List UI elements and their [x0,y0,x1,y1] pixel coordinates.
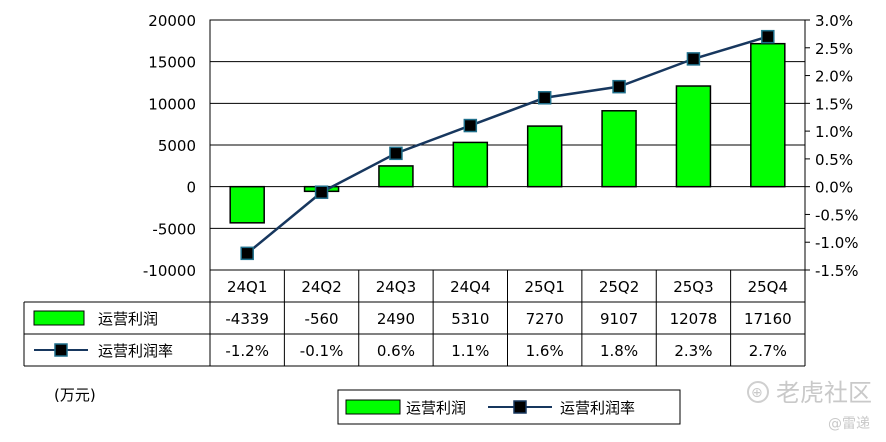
table-cell: 2.7% [749,342,787,360]
legend-line-marker [513,400,527,414]
category-label: 24Q2 [301,278,341,296]
bars [229,42,786,224]
margin-point-24Q1 [240,246,254,261]
table-cell: 17160 [744,310,792,328]
table-cell: 7270 [526,310,564,328]
margin-point-25Q1 [537,91,552,105]
left-axis: 20000 15000 10000 5000 0 -5000 -10000 [143,12,196,280]
right-axis: 3.0% 2.5% 2.0% 1.5% 1.0% 0.5% 0.0% -0.5% -1.0% -1… [805,12,859,280]
right-tick-label: -1.5% [815,262,859,280]
left-axis-unit: (万元) [54,386,96,404]
category-label: 25Q2 [599,278,639,296]
right-tick-label: 0.5% [815,151,853,169]
table-cell: 5310 [451,310,489,328]
table-cell: 1.1% [451,342,489,360]
left-tick-label: -5000 [152,220,196,238]
right-tick-label: 1.0% [815,123,853,141]
legend-bar-label: 运营利润 [406,399,466,417]
bar-24Q1 [229,185,265,224]
right-tick-label: 1.5% [815,95,853,113]
left-tick-label: 0 [186,179,196,197]
bar-25Q3 [675,85,712,188]
table-cell: 9107 [600,310,638,328]
table-cell: -1.2% [225,342,269,360]
watermark-text: 老虎社区 [776,379,872,407]
table-cell: 0.6% [377,342,415,360]
watermark-logo-icon [747,381,769,403]
bar-25Q4 [750,42,786,188]
left-tick-label: -10000 [143,262,196,280]
watermark: ⊕ 老虎社区 @雷递 [747,379,872,432]
table-cell: 1.8% [600,342,638,360]
table-cell: -4339 [225,310,269,328]
legend-line-label: 运营利润率 [560,399,635,417]
gridlines [210,19,805,271]
category-label: 25Q3 [673,278,713,296]
margin-line [246,35,769,255]
line-series [240,29,775,261]
left-tick-label: 15000 [148,54,196,72]
category-label: 25Q1 [524,278,564,296]
margin-point-25Q2 [612,79,626,94]
legend: 运营利润 运营利润率 [337,389,681,425]
legend-bar-swatch [345,399,401,415]
bar-25Q1 [526,125,563,188]
right-tick-label: 3.0% [815,12,853,30]
table-cell: -560 [305,310,339,328]
left-tick-label: 10000 [148,95,196,113]
table-line-marker [54,343,68,357]
data-table: 24Q1 24Q2 24Q3 24Q4 25Q1 25Q2 25Q3 25Q4 运营利润 -433… [23,269,806,367]
category-label: 24Q3 [376,278,416,296]
right-tick-label: 0.0% [815,179,853,197]
margin-point-24Q4 [463,118,478,133]
bar-25Q2 [601,110,637,188]
table-row-label: 运营利润 [98,310,158,328]
table-cell: 1.6% [526,342,564,360]
right-tick-label: -1.0% [815,234,859,252]
table-bar-swatch [33,310,85,326]
margin-point-24Q3 [389,146,403,161]
category-label: 24Q4 [450,278,490,296]
watermark-icon-glyph: ⊕ [751,385,763,401]
right-tick-label: 2.0% [815,68,853,86]
table-row-label: 运营利润率 [98,342,173,360]
bar-24Q4 [452,141,489,188]
watermark-author: @雷递 [828,416,870,432]
margin-point-25Q3 [686,52,701,66]
right-tick-label: 2.5% [815,40,853,58]
right-tick-label: -0.5% [815,206,859,224]
margin-point-24Q2 [314,185,329,199]
table-cell: 2.3% [674,342,712,360]
table-cell: 12078 [670,310,718,328]
table-cell: 2490 [377,310,415,328]
table-cell: -0.1% [300,342,344,360]
category-label: 24Q1 [227,278,267,296]
left-tick-label: 5000 [158,137,196,155]
category-label: 25Q4 [748,278,788,296]
bar-24Q3 [378,165,414,188]
left-tick-label: 20000 [148,12,196,30]
margin-point-25Q4 [761,29,775,44]
